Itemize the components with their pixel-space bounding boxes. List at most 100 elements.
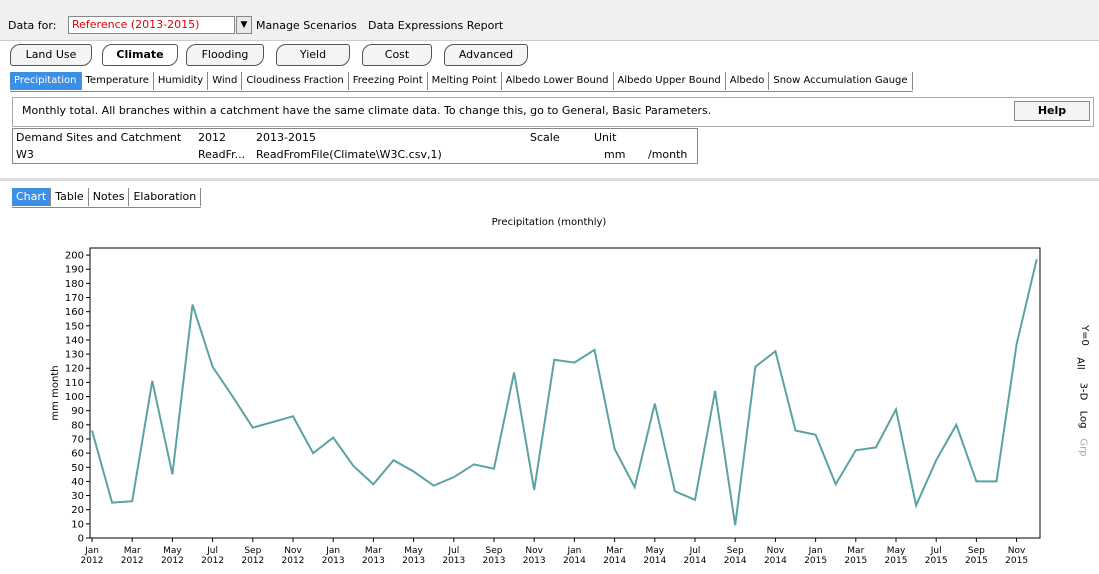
variable-tab[interactable]: Freezing Point [349, 72, 428, 90]
plot-frame [89, 247, 1041, 539]
x-tick-label: Jan 2013 [321, 546, 345, 566]
chart-title: Precipitation (monthly) [492, 217, 607, 228]
row-name: W3 [16, 148, 34, 161]
dropdown-arrow[interactable]: ▼ [236, 16, 252, 34]
splitter [0, 178, 1099, 181]
help-button[interactable]: Help [1014, 101, 1090, 121]
x-tick-label: Jan 2012 [80, 546, 104, 566]
variable-tabs: Precipitation Temperature Humidity Wind Clou… [10, 72, 913, 92]
variable-tab[interactable]: Precipitation [10, 72, 82, 90]
y-tick-label: 70 [71, 434, 84, 445]
y-tick-label: 200 [65, 251, 84, 262]
branch-button[interactable]: Flooding [186, 44, 264, 66]
description: Monthly total. All branches within a cat… [22, 104, 712, 117]
view-tab[interactable]: Chart [12, 188, 52, 206]
table-header: 2012 [198, 131, 226, 144]
table-header: 2013-2015 [256, 131, 316, 144]
view-tabs: Chart Table Notes Elaboration [12, 188, 202, 208]
side-tool[interactable]: All [1074, 357, 1086, 370]
view-tab[interactable]: Table [51, 188, 89, 206]
x-tick-label: Mar 2015 [844, 546, 868, 566]
data-table [12, 128, 698, 164]
x-tick-label: Nov 2013 [522, 546, 546, 566]
data-line [91, 259, 1038, 526]
variable-tab[interactable]: Albedo [726, 72, 770, 90]
branch-button[interactable]: Climate [102, 44, 178, 66]
y-tick-label: 160 [65, 307, 84, 318]
variable-tab[interactable]: Melting Point [428, 72, 502, 90]
manage-scenarios[interactable]: Manage Scenarios [256, 19, 357, 32]
y-axis-label: mm month [50, 365, 61, 420]
y-tick-label: 10 [71, 519, 84, 530]
variable-tab[interactable]: Albedo Lower Bound [502, 72, 614, 90]
x-tick-label: May 2015 [884, 546, 908, 566]
y-tick-label: 110 [65, 378, 84, 389]
variable-tab[interactable]: Snow Accumulation Gauge [769, 72, 913, 90]
row-per: /month [648, 148, 688, 161]
side-tool[interactable]: Y=0 [1078, 325, 1090, 346]
x-tick-label: Nov 2012 [281, 546, 305, 566]
table-header: Scale [530, 131, 560, 144]
branch-button[interactable]: Land Use [10, 44, 92, 66]
variable-tab[interactable]: Temperature [82, 72, 154, 90]
x-tick-label: May 2014 [643, 546, 667, 566]
branch-button[interactable]: Advanced [444, 44, 528, 66]
x-tick-label: May 2013 [402, 546, 426, 566]
scenario-select[interactable]: Reference (2013-2015) [68, 16, 235, 34]
table-header: Unit [594, 131, 617, 144]
x-tick-label: Jan 2014 [562, 546, 586, 566]
side-tool[interactable]: 3-D [1077, 382, 1089, 401]
x-tick-label: May 2012 [160, 546, 184, 566]
branch-button[interactable]: Yield [276, 44, 350, 66]
y-tick-label: 130 [65, 350, 84, 361]
variable-tab[interactable]: Wind [208, 72, 243, 90]
y-tick-label: 50 [71, 463, 84, 474]
y-tick-label: 60 [71, 449, 84, 460]
x-tick-label: Sep 2012 [241, 546, 265, 566]
y-tick-label: 80 [71, 420, 84, 431]
x-tick-label: Sep 2015 [964, 546, 988, 566]
side-tool[interactable]: Log [1077, 410, 1089, 429]
row-unit: mm [604, 148, 626, 161]
x-tick-label: Jul 2015 [924, 546, 948, 566]
description-box [12, 97, 1094, 127]
x-tick-label: Jul 2013 [442, 546, 466, 566]
x-tick-label: Mar 2012 [120, 546, 144, 566]
y-tick-label: 190 [65, 265, 84, 276]
y-tick-label: 180 [65, 279, 84, 290]
variable-tab[interactable]: Humidity [154, 72, 209, 90]
data-for-label: Data for: [8, 19, 57, 32]
table-header: Demand Sites and Catchment [16, 131, 182, 144]
data-expressions-report[interactable]: Data Expressions Report [368, 19, 504, 32]
view-tab[interactable]: Notes [89, 188, 130, 206]
y-tick-label: 0 [78, 534, 84, 545]
branch-button[interactable]: Cost [362, 44, 432, 66]
x-tick-label: Mar 2013 [361, 546, 385, 566]
variable-tab[interactable]: Albedo Upper Bound [614, 72, 726, 90]
y-tick-label: 90 [71, 406, 84, 417]
y-tick-label: 150 [65, 321, 84, 332]
y-tick-label: 20 [71, 505, 84, 516]
y-tick-label: 170 [65, 293, 84, 304]
side-tool[interactable]: Grp [1077, 438, 1089, 457]
x-tick-label: Sep 2014 [723, 546, 747, 566]
y-tick-label: 40 [71, 477, 84, 488]
x-tick-label: Mar 2014 [603, 546, 627, 566]
variable-tab[interactable]: Cloudiness Fraction [242, 72, 349, 90]
help-text: Help [1037, 104, 1067, 117]
view-tab[interactable]: Elaboration [129, 188, 202, 206]
x-tick-label: Jul 2014 [683, 546, 707, 566]
row-2012: ReadFr... [198, 148, 246, 161]
y-tick-label: 120 [65, 364, 84, 375]
x-tick-label: Jul 2012 [201, 546, 225, 566]
x-tick-label: Nov 2015 [1005, 546, 1029, 566]
y-tick-label: 140 [65, 335, 84, 346]
y-tick-label: 100 [65, 392, 84, 403]
x-tick-label: Nov 2014 [763, 546, 787, 566]
y-tick-label: 30 [71, 491, 84, 502]
row-2013: ReadFromFile(Climate\W3C.csv,1) [256, 148, 442, 161]
x-tick-label: Jan 2015 [804, 546, 828, 566]
x-tick-label: Sep 2013 [482, 546, 506, 566]
